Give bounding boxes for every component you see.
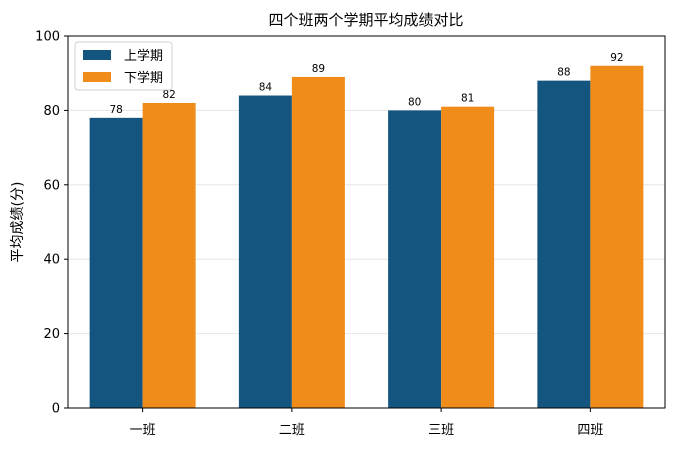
- legend-swatch: [83, 50, 111, 60]
- y-axis-label: 平均成绩(分): [10, 182, 26, 263]
- legend-swatch: [83, 72, 111, 82]
- legend-label: 上学期: [124, 48, 163, 64]
- y-tick-label: 100: [35, 30, 60, 45]
- y-tick-label: 0: [52, 402, 60, 417]
- bar-value-label: 84: [259, 82, 273, 94]
- chart-title: 四个班两个学期平均成绩对比: [268, 11, 463, 29]
- bar-first-term: [238, 95, 292, 409]
- legend-label: 下学期: [124, 70, 163, 86]
- bar-value-label: 88: [557, 67, 570, 79]
- x-tick-label: 三班: [428, 423, 454, 438]
- plot-frame: [67, 35, 666, 409]
- bar-value-label: 92: [610, 52, 623, 64]
- value-labels: 78 82 84 89 80 81 88 92: [109, 52, 623, 116]
- x-tick-label: 二班: [279, 423, 305, 438]
- x-axis-ticks: 一班 二班 三班 四班: [130, 408, 603, 438]
- bar-value-label: 89: [312, 63, 325, 75]
- bar-first-term: [537, 80, 591, 408]
- bars: [89, 65, 644, 409]
- y-tick-label: 20: [43, 327, 60, 342]
- bar-second-term: [441, 106, 495, 409]
- bar-value-label: 78: [109, 104, 122, 116]
- bar-value-label: 80: [408, 96, 421, 108]
- bar-first-term: [89, 117, 143, 408]
- bar-second-term: [291, 76, 345, 409]
- bar-second-term: [142, 102, 196, 409]
- y-tick-label: 80: [43, 104, 60, 119]
- x-tick-label: 四班: [577, 423, 603, 438]
- bar-value-label: 82: [162, 89, 175, 101]
- x-tick-label: 一班: [130, 423, 156, 438]
- y-tick-label: 60: [43, 178, 60, 193]
- bar-value-label: 81: [461, 93, 474, 105]
- bar-first-term: [388, 110, 442, 409]
- y-axis-ticks: 0 20 40 60 80 100: [35, 30, 68, 417]
- y-tick-label: 40: [43, 253, 60, 268]
- bar-second-term: [590, 65, 644, 408]
